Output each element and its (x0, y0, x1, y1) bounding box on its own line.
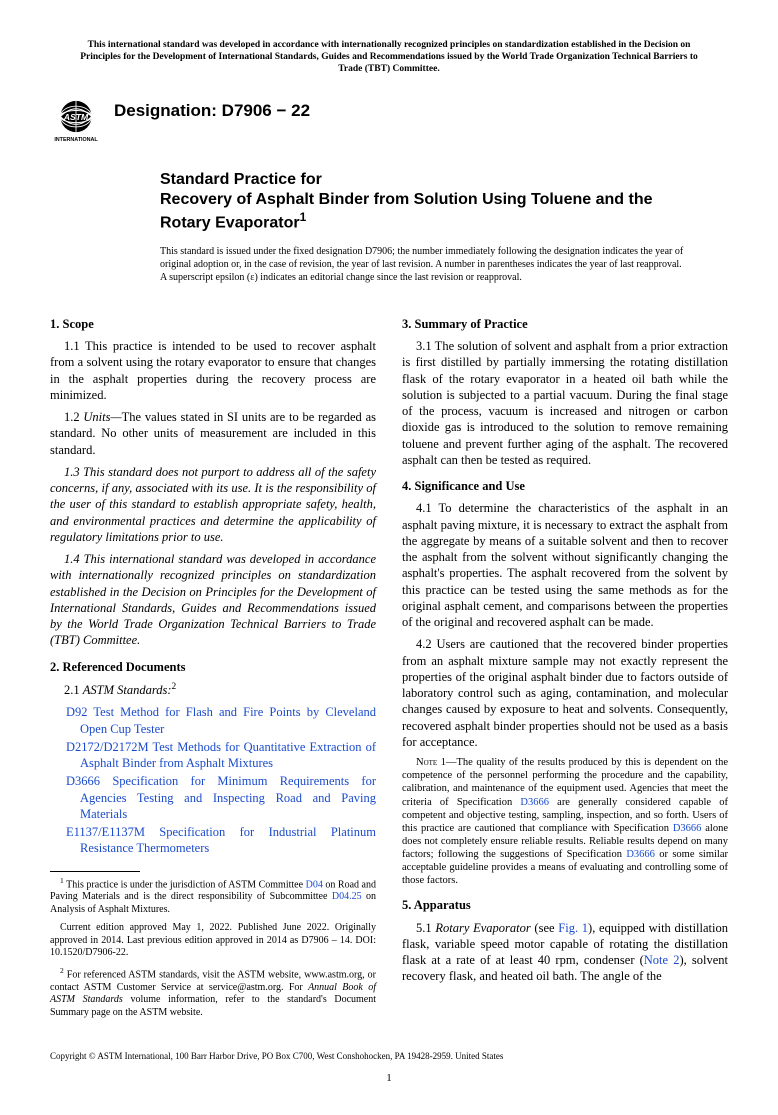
para-1-2: 1.2 Units—The values stated in SI units … (50, 409, 376, 458)
link-note2[interactable]: Note 2 (644, 953, 680, 967)
para-3-1: 3.1 The solution of solvent and asphalt … (402, 338, 728, 468)
para-1-4: 1.4 This international standard was deve… (50, 551, 376, 649)
title-main: Recovery of Asphalt Binder from Solution… (160, 190, 688, 233)
designation: Designation: D7906 − 22 (114, 94, 310, 122)
para-5-1: 5.1 Rotary Evaporator (see Fig. 1), equi… (402, 920, 728, 985)
section-2-head: 2. Referenced Documents (50, 659, 376, 675)
para-1-1: 1.1 This practice is intended to be used… (50, 338, 376, 403)
link-d04[interactable]: D04 (306, 879, 323, 890)
title-prefix: Standard Practice for (160, 170, 688, 190)
t: Rotary Evaporator (435, 921, 530, 935)
ref-link[interactable]: E1137/E1137M (66, 825, 145, 839)
link-fig1[interactable]: Fig. 1 (558, 921, 588, 935)
t: Units— (83, 410, 121, 424)
title-sup: 1 (300, 210, 307, 224)
section-3-head: 3. Summary of Practice (402, 316, 728, 332)
para-4-2: 4.2 Users are cautioned that the recover… (402, 636, 728, 750)
ref-text[interactable]: Test Method for Flash and Fire Points by… (80, 705, 376, 735)
note-1: Note 1—The quality of the results produc… (402, 756, 728, 887)
ref-e1137: E1137/E1137M Specification for Industria… (50, 824, 376, 857)
t: Note (416, 757, 437, 768)
footnote-1: 1 This practice is under the jurisdictio… (50, 876, 376, 1020)
body-columns: 1. Scope 1.1 This practice is intended t… (50, 306, 728, 1025)
para-4-1: 4.1 To determine the characteristics of … (402, 500, 728, 630)
title-block: Standard Practice for Recovery of Asphal… (160, 170, 688, 284)
t: ASTM Standards: (83, 683, 172, 697)
title-text: Recovery of Asphalt Binder from Solution… (160, 191, 652, 231)
ref-link[interactable]: D92 (66, 705, 88, 719)
footnote-rule (50, 871, 140, 872)
section-1-head: 1. Scope (50, 316, 376, 332)
section-4-head: 4. Significance and Use (402, 478, 728, 494)
issue-note: This standard is issued under the fixed … (160, 245, 688, 284)
link-d3666[interactable]: D3666 (626, 849, 655, 860)
ref-link[interactable]: D3666 (66, 774, 100, 788)
t: This practice is under the jurisdiction … (64, 879, 306, 890)
t: 5.1 (416, 921, 435, 935)
t: 2.1 (64, 683, 83, 697)
page-number: 1 (50, 1071, 728, 1085)
section-5-head: 5. Apparatus (402, 897, 728, 913)
link-d3666[interactable]: D3666 (520, 797, 549, 808)
t: 1— (437, 757, 456, 768)
ref-d2172: D2172/D2172M Test Methods for Quantitati… (50, 739, 376, 772)
ref-d92: D92 Test Method for Flash and Fire Point… (50, 704, 376, 737)
footnote-1b: Current edition approved May 1, 2022. Pu… (50, 922, 376, 960)
right-column: 3. Summary of Practice 3.1 The solution … (402, 306, 728, 1025)
ref-text[interactable]: Specification for Minimum Requirements f… (80, 774, 376, 821)
t: 1.2 (64, 410, 83, 424)
svg-text:INTERNATIONAL: INTERNATIONAL (54, 136, 98, 142)
top-notice: This international standard was develope… (50, 40, 728, 76)
copyright: Copyright © ASTM International, 100 Barr… (50, 1051, 728, 1063)
left-column: 1. Scope 1.1 This practice is intended t… (50, 306, 376, 1025)
link-d04-25[interactable]: D04.25 (332, 891, 362, 902)
para-1-3: 1.3 This standard does not purport to ad… (50, 464, 376, 545)
header: ASTM INTERNATIONAL Designation: D7906 − … (50, 94, 728, 146)
svg-text:ASTM: ASTM (63, 112, 89, 122)
ref-d3666: D3666 Specification for Minimum Requirem… (50, 773, 376, 822)
t: (see (531, 921, 559, 935)
para-2-1: 2.1 ASTM Standards:2 (50, 681, 376, 698)
astm-logo-icon: ASTM INTERNATIONAL (50, 94, 102, 146)
ref-link[interactable]: D2172/D2172M (66, 740, 149, 754)
link-d3666[interactable]: D3666 (673, 823, 702, 834)
t: 2 (172, 682, 177, 692)
